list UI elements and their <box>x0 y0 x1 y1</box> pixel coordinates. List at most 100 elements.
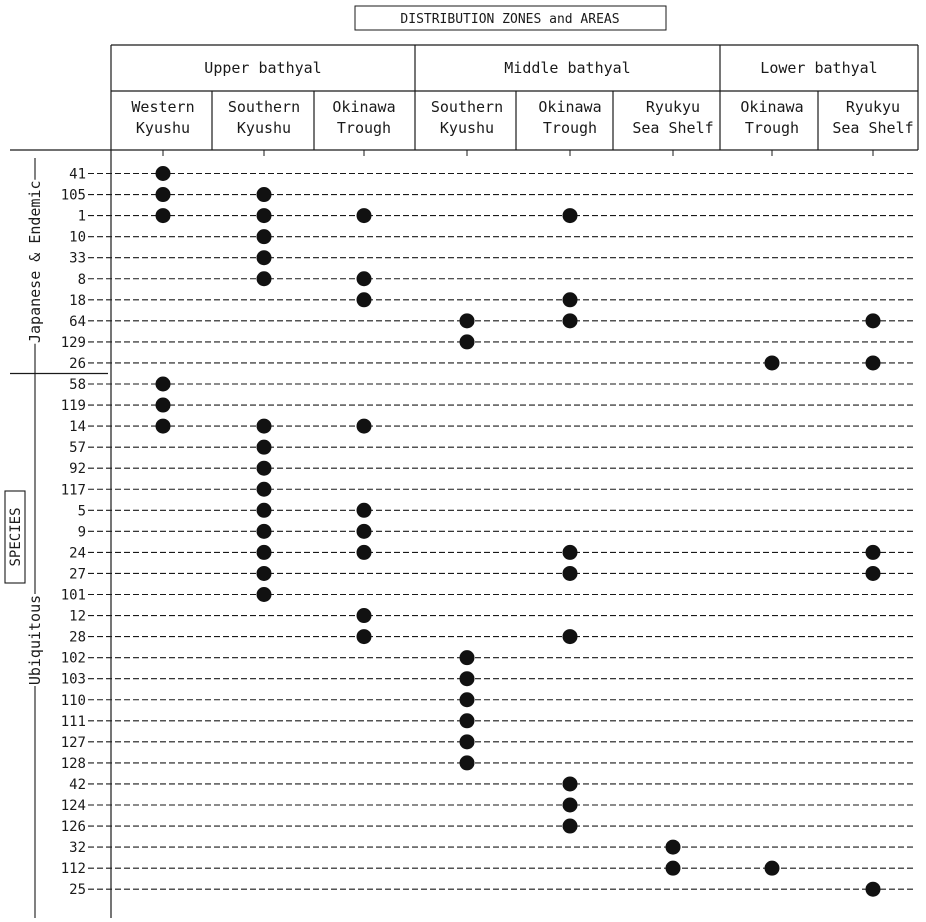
area-label: Okinawa <box>740 98 803 116</box>
occurrence-dot <box>356 502 372 518</box>
occurrence-dot <box>356 208 372 224</box>
species-label: 110 <box>61 693 86 709</box>
occurrence-dot <box>256 481 272 497</box>
species-label: 1 <box>78 209 86 225</box>
zone-header: Upper bathyal Middle bathyal Lower bathyal… <box>10 44 919 918</box>
species-group-axis: Japanese & Endemic Ubiquitous SPECIES <box>4 158 108 918</box>
occurrence-dot <box>459 755 475 771</box>
species-label: 8 <box>78 272 86 288</box>
species-label: 57 <box>69 440 86 456</box>
occurrence-dot <box>459 692 475 708</box>
occurrence-dot <box>256 250 272 266</box>
chart-title-group: DISTRIBUTION ZONES and AREAS <box>354 5 667 31</box>
species-label: 32 <box>69 840 86 856</box>
occurrence-dot <box>155 187 171 203</box>
occurrence-dot <box>562 629 578 645</box>
occurrence-dot <box>459 650 475 666</box>
occurrence-dot <box>256 523 272 539</box>
occurrence-dot <box>256 439 272 455</box>
species-label: 14 <box>69 419 86 435</box>
species-label: 124 <box>61 798 86 814</box>
species-label: 42 <box>69 777 86 793</box>
area-label: Southern <box>431 98 503 116</box>
occurrence-dot <box>562 818 578 834</box>
species-label: 103 <box>61 672 86 688</box>
species-label: 33 <box>69 251 86 267</box>
occurrence-dot <box>562 313 578 329</box>
occurrence-dot <box>155 208 171 224</box>
area-label: Okinawa <box>332 98 395 116</box>
occurrence-dot <box>155 397 171 413</box>
occurrence-dot <box>356 523 372 539</box>
zone-label: Lower bathyal <box>760 59 877 77</box>
species-label: 117 <box>61 482 86 498</box>
occurrence-dot <box>865 565 881 581</box>
species-label: 127 <box>61 735 86 751</box>
area-label: Southern <box>228 98 300 116</box>
occurrence-dot <box>459 334 475 350</box>
species-label: 5 <box>78 503 86 519</box>
occurrence-dot <box>256 544 272 560</box>
group-label: Ubiquitous <box>26 595 44 685</box>
occurrence-dot <box>155 166 171 181</box>
occurrence-dot <box>356 418 372 434</box>
occurrence-dot <box>865 313 881 329</box>
axis-label-box <box>4 490 26 584</box>
occurrence-dot <box>356 544 372 560</box>
occurrence-dot <box>256 587 272 602</box>
species-label: 27 <box>69 566 86 582</box>
area-label: Trough <box>745 119 799 137</box>
occurrence-dot <box>665 839 681 855</box>
occurrence-dot <box>562 797 578 813</box>
occurrence-dot <box>256 502 272 518</box>
occurrence-dot <box>155 418 171 434</box>
occurrence-dot <box>459 313 475 329</box>
zone-label: Upper bathyal <box>204 59 321 77</box>
occurrence-dot <box>256 460 272 476</box>
species-label: 18 <box>69 293 86 309</box>
species-label: 24 <box>69 545 86 561</box>
species-label: 119 <box>61 398 86 414</box>
axis-label: SPECIES <box>8 507 24 566</box>
chart-title-box <box>354 5 667 31</box>
occurrence-dot <box>459 713 475 729</box>
area-label: Okinawa <box>538 98 601 116</box>
species-label: 102 <box>61 651 86 667</box>
species-label: 9 <box>78 524 86 540</box>
occurrence-dot <box>665 860 681 876</box>
area-label: Western <box>131 98 194 116</box>
species-label: 92 <box>69 461 86 477</box>
area-label: Trough <box>337 119 391 137</box>
species-label: 129 <box>61 335 86 351</box>
occurrence-dot <box>356 292 372 308</box>
occurrence-dot <box>764 860 780 876</box>
species-label: 112 <box>61 861 86 877</box>
species-label: 128 <box>61 756 86 772</box>
occurrence-dot <box>256 418 272 434</box>
species-label: 28 <box>69 630 86 646</box>
species-label: 12 <box>69 609 86 625</box>
occurrence-dot <box>356 271 372 287</box>
area-label: Trough <box>543 119 597 137</box>
occurrence-dot <box>256 208 272 224</box>
occurrence-dot <box>562 208 578 224</box>
occurrence-dot <box>256 229 272 245</box>
area-label: Sea Shelf <box>632 119 713 137</box>
occurrence-dot <box>459 734 475 750</box>
occurrence-dot <box>764 355 780 371</box>
species-label: 41 <box>69 167 86 183</box>
occurrence-dot <box>865 355 881 371</box>
species-label: 58 <box>69 377 86 393</box>
area-label: Ryukyu <box>846 98 900 116</box>
occurrence-dot <box>256 187 272 203</box>
occurrence-dot <box>562 292 578 308</box>
area-label: Kyushu <box>136 119 190 137</box>
species-label: 64 <box>69 314 86 330</box>
occurrence-dot <box>155 376 171 392</box>
species-label: 101 <box>61 588 86 604</box>
species-label: 10 <box>69 230 86 246</box>
occurrence-dot <box>562 544 578 560</box>
area-label: Kyushu <box>440 119 494 137</box>
zone-label: Middle bathyal <box>504 59 630 77</box>
